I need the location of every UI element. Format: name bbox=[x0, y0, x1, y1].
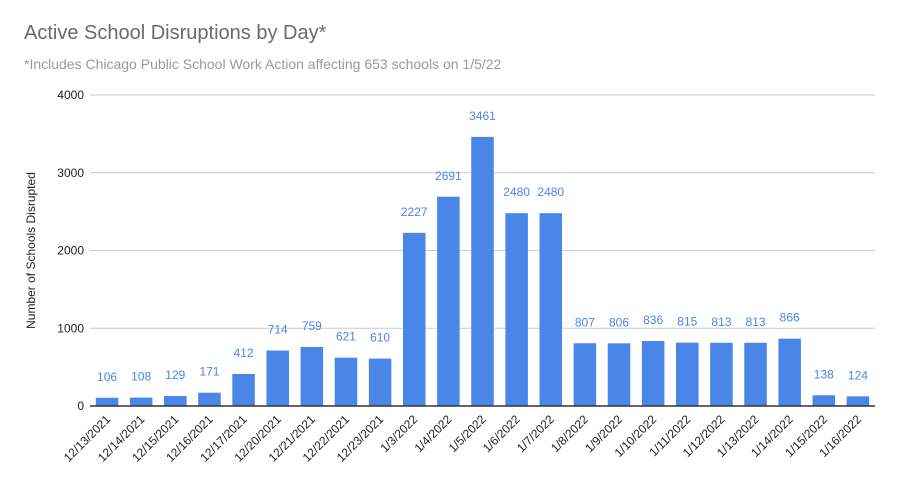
bar bbox=[812, 395, 836, 406]
data-label: 124 bbox=[848, 368, 868, 382]
data-label: 806 bbox=[609, 315, 629, 329]
bar bbox=[744, 342, 767, 406]
y-tick-label: 1000 bbox=[57, 321, 84, 335]
data-labels: 106 108 129 171 412 714 759 621 610 2227 2691 3461 2… bbox=[97, 109, 868, 384]
bar bbox=[573, 343, 597, 406]
bar bbox=[778, 338, 801, 406]
bar bbox=[437, 196, 460, 406]
data-label: 866 bbox=[780, 311, 800, 325]
bar bbox=[266, 350, 289, 406]
data-label: 129 bbox=[165, 368, 185, 382]
data-label: 815 bbox=[677, 315, 697, 329]
chart-subtitle: *Includes Chicago Public School Work Act… bbox=[24, 56, 502, 72]
bar bbox=[232, 373, 255, 406]
bar bbox=[607, 343, 631, 406]
data-label: 610 bbox=[370, 331, 390, 345]
y-tick-label: 0 bbox=[77, 399, 84, 413]
data-label: 813 bbox=[711, 315, 731, 329]
y-tick-label: 2000 bbox=[57, 244, 84, 258]
data-label: 106 bbox=[97, 370, 117, 384]
bar bbox=[164, 395, 187, 406]
bar bbox=[846, 396, 870, 406]
data-label: 759 bbox=[302, 319, 322, 333]
data-label: 2227 bbox=[401, 205, 428, 219]
data-label: 171 bbox=[199, 365, 219, 379]
data-label: 2480 bbox=[503, 185, 530, 199]
data-label: 138 bbox=[814, 367, 834, 381]
chart-title: Active School Disruptions by Day* bbox=[24, 22, 327, 44]
data-label: 621 bbox=[336, 330, 356, 344]
data-label: 714 bbox=[268, 322, 288, 336]
bar bbox=[402, 232, 426, 406]
data-label: 412 bbox=[234, 346, 254, 360]
data-label: 836 bbox=[643, 313, 663, 327]
bar bbox=[129, 397, 153, 406]
data-label: 2691 bbox=[435, 169, 462, 183]
bar bbox=[539, 213, 563, 406]
bar bbox=[471, 136, 494, 406]
bar bbox=[300, 346, 324, 406]
x-axis-ticks: 12/13/202112/14/202112/15/202112/16/2021… bbox=[61, 412, 864, 465]
data-label: 2480 bbox=[537, 185, 564, 199]
bar bbox=[198, 392, 221, 406]
y-tick-label: 4000 bbox=[57, 88, 84, 102]
bars bbox=[95, 136, 870, 406]
bar bbox=[95, 397, 119, 406]
bar bbox=[710, 342, 733, 406]
y-axis-ticks: 0 1000 2000 3000 4000 bbox=[57, 88, 84, 413]
data-label: 108 bbox=[131, 370, 151, 384]
data-label: 3461 bbox=[469, 109, 496, 123]
bar bbox=[368, 358, 392, 406]
bar bbox=[505, 213, 528, 406]
y-axis-label: Number of Schools Disrupted bbox=[24, 172, 38, 329]
bar bbox=[676, 342, 699, 406]
bar bbox=[641, 341, 665, 406]
y-tick-label: 3000 bbox=[57, 166, 84, 180]
data-label: 813 bbox=[746, 315, 766, 329]
data-label: 807 bbox=[575, 315, 595, 329]
bar bbox=[334, 357, 358, 406]
